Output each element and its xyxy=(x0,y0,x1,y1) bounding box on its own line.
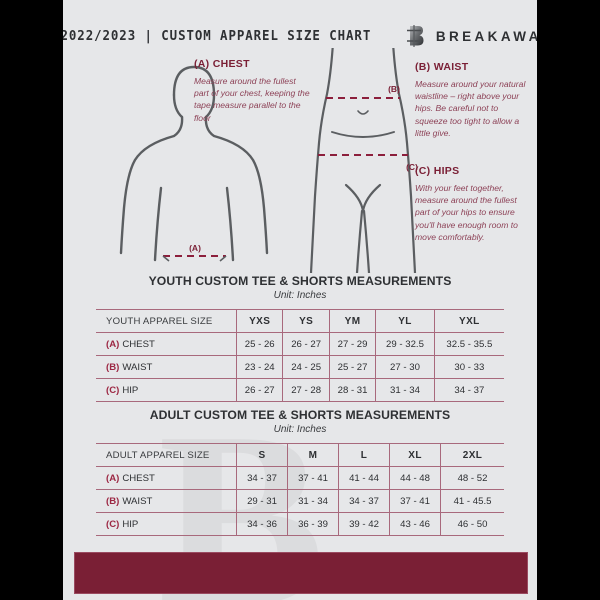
table-row: (C) HIP 34 - 36 36 - 39 39 - 42 43 - 46 4… xyxy=(96,512,504,536)
adult-row-name-waist: WAIST xyxy=(122,495,153,507)
adult-hip-l: 39 - 42 xyxy=(338,512,391,536)
adult-row-name-chest: CHEST xyxy=(122,472,155,484)
adult-waist-xl: 37 - 41 xyxy=(389,489,442,513)
adult-size-table: ADULT APPAREL SIZE S M L XL 2XL (A) CHEST… xyxy=(96,443,504,536)
youth-col-4: YXL xyxy=(433,309,504,333)
adult-section-header: ADULT CUSTOM TEE & SHORTS MEASUREMENTS U… xyxy=(63,408,537,435)
table-row: (C) HIP 26 - 27 27 - 28 28 - 31 31 - 34 3… xyxy=(96,378,504,402)
bottom-banner xyxy=(74,552,528,594)
callout-waist-title: (B) WAIST xyxy=(415,61,469,73)
callout-chest-title: (A) CHEST xyxy=(194,58,250,70)
adult-row-label-chest: (A) CHEST xyxy=(96,466,237,490)
youth-chest-ym: 27 - 29 xyxy=(328,332,377,356)
youth-hip-ys: 27 - 28 xyxy=(282,378,330,402)
adult-row-label-hip: (C) HIP xyxy=(96,512,237,536)
table-row: (A) CHEST 25 - 26 26 - 27 27 - 29 29 - 32… xyxy=(96,332,504,356)
callout-chest-body: Measure around the fullest part of your … xyxy=(194,76,310,123)
callout-hips: (C) HIPS With your feet together, measur… xyxy=(415,165,531,243)
adult-chest-m: 37 - 41 xyxy=(287,466,340,490)
youth-chest-yxl: 32.5 - 35.5 xyxy=(433,332,504,356)
adult-row-tag-a: (A) xyxy=(106,472,120,484)
adult-chest-2xl: 48 - 52 xyxy=(440,466,504,490)
adult-row-label-waist: (B) WAIST xyxy=(96,489,237,513)
youth-row-tag-c: (C) xyxy=(106,384,120,396)
torso-front-outline-icon xyxy=(119,65,269,262)
youth-row-name-hip: HIP xyxy=(122,384,139,396)
hips-line-label: (C) xyxy=(406,162,418,172)
body-figures-svg: (A) (B) (C) xyxy=(119,48,418,273)
youth-row-tag-b: (B) xyxy=(106,361,120,373)
adult-hip-m: 36 - 39 xyxy=(287,512,340,536)
waist-line-label: (B) xyxy=(388,84,400,94)
youth-waist-ys: 24 - 25 xyxy=(282,355,330,379)
adult-col-1: M xyxy=(287,443,340,467)
adult-row-tag-c: (C) xyxy=(106,518,120,530)
adult-col-3: XL xyxy=(389,443,442,467)
adult-section-unit: Unit: Inches xyxy=(273,424,327,435)
adult-section-title: ADULT CUSTOM TEE & SHORTS MEASUREMENTS xyxy=(149,408,451,422)
brand-name: BREAKAWAY xyxy=(435,28,537,44)
youth-col-0: YXS xyxy=(235,309,284,333)
adult-hip-2xl: 46 - 50 xyxy=(440,512,504,536)
adult-waist-2xl: 41 - 45.5 xyxy=(440,489,504,513)
chest-measure-line xyxy=(162,255,227,262)
callout-chest: (A) CHEST Measure around the fullest par… xyxy=(194,58,312,124)
hips-front-outline-icon xyxy=(309,48,417,273)
page-header: 2022/2023 | CUSTOM APPAREL SIZE CHART BR… xyxy=(63,18,537,54)
measurement-diagram: (A) (B) (C) xyxy=(63,48,537,273)
youth-chest-yxs: 25 - 26 xyxy=(235,332,284,356)
adult-row-tag-b: (B) xyxy=(106,495,120,507)
adult-col-0: S xyxy=(235,443,289,467)
adult-chest-l: 41 - 44 xyxy=(338,466,391,490)
page-title: 2022/2023 | CUSTOM APPAREL SIZE CHART xyxy=(63,28,372,44)
youth-section-title: YOUTH CUSTOM TEE & SHORTS MEASUREMENTS xyxy=(148,274,452,288)
youth-col-1: YS xyxy=(282,309,330,333)
youth-row-label-waist: (B) WAIST xyxy=(96,355,237,379)
adult-waist-s: 29 - 31 xyxy=(235,489,289,513)
adult-hip-s: 34 - 36 xyxy=(235,512,289,536)
adult-col-4: 2XL xyxy=(440,443,504,467)
table-header-row: YOUTH APPAREL SIZE YXS YS YM YL YXL xyxy=(96,309,504,333)
size-chart-page: B 2022/2023 | CUSTOM APPAREL SIZE CHART … xyxy=(63,0,537,600)
youth-waist-yxs: 23 - 24 xyxy=(235,355,284,379)
youth-waist-ym: 25 - 27 xyxy=(328,355,377,379)
youth-row-tag-a: (A) xyxy=(106,338,120,350)
youth-row-label-chest: (A) CHEST xyxy=(96,332,237,356)
youth-chest-ys: 26 - 27 xyxy=(282,332,330,356)
callout-hips-body: With your feet together, measure around … xyxy=(415,183,518,242)
youth-row-label-hip: (C) HIP xyxy=(96,378,237,402)
youth-hip-yxl: 34 - 37 xyxy=(433,378,504,402)
adult-row-name-hip: HIP xyxy=(122,518,139,530)
youth-col-3: YL xyxy=(375,309,435,333)
youth-col-2: YM xyxy=(328,309,377,333)
youth-chest-yl: 29 - 32.5 xyxy=(375,332,435,356)
adult-col-2: L xyxy=(338,443,391,467)
chest-line-label: (A) xyxy=(189,243,201,253)
youth-section-unit: Unit: Inches xyxy=(273,290,327,301)
adult-waist-m: 31 - 34 xyxy=(287,489,340,513)
youth-waist-yl: 27 - 30 xyxy=(375,355,435,379)
youth-size-table: YOUTH APPAREL SIZE YXS YS YM YL YXL (A) C… xyxy=(96,309,504,402)
adult-hip-xl: 43 - 46 xyxy=(389,512,442,536)
youth-row-name-chest: CHEST xyxy=(122,338,155,350)
youth-waist-yxl: 30 - 33 xyxy=(433,355,504,379)
adult-waist-l: 34 - 37 xyxy=(338,489,391,513)
youth-row-name-waist: WAIST xyxy=(122,361,153,373)
table-row: (A) CHEST 34 - 37 37 - 41 41 - 44 44 - 48… xyxy=(96,466,504,490)
youth-section-header: YOUTH CUSTOM TEE & SHORTS MEASUREMENTS U… xyxy=(63,274,537,301)
callout-waist-body: Measure around your natural waistline – … xyxy=(415,79,526,138)
breakaway-b-monogram-icon xyxy=(403,23,427,49)
table-row: (B) WAIST 29 - 31 31 - 34 34 - 37 37 - 41… xyxy=(96,489,504,513)
youth-hip-yxs: 26 - 27 xyxy=(235,378,284,402)
adult-chest-s: 34 - 37 xyxy=(235,466,289,490)
youth-hip-ym: 28 - 31 xyxy=(328,378,377,402)
table-row: (B) WAIST 23 - 24 24 - 25 25 - 27 27 - 30… xyxy=(96,355,504,379)
youth-row-header-label: YOUTH APPAREL SIZE xyxy=(96,309,237,333)
table-header-row: ADULT APPAREL SIZE S M L XL 2XL xyxy=(96,443,504,467)
youth-hip-yl: 31 - 34 xyxy=(375,378,435,402)
callout-hips-title: (C) HIPS xyxy=(415,165,460,177)
adult-chest-xl: 44 - 48 xyxy=(389,466,442,490)
callout-waist: (B) WAIST Measure around your natural wa… xyxy=(415,61,527,139)
adult-row-header-label: ADULT APPAREL SIZE xyxy=(96,443,237,467)
